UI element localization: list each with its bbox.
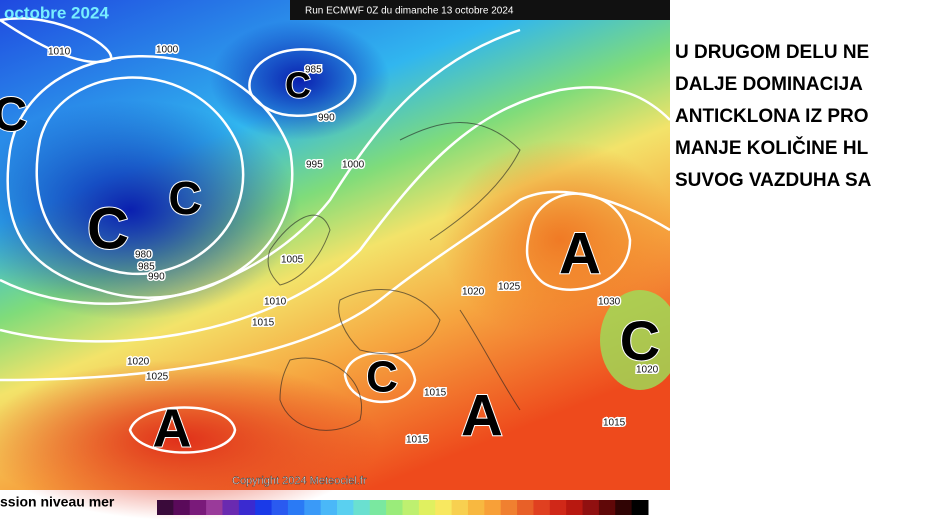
isobar-label: 980 (135, 250, 152, 261)
isobars (0, 17, 670, 454)
isobar-label: 1015 (252, 318, 275, 329)
pressure-system: C (285, 65, 311, 106)
pressure-system: C (0, 89, 27, 142)
isobar-label: 1000 (342, 160, 365, 171)
colorbar (157, 500, 649, 515)
pressure-system: C (620, 309, 660, 372)
pressure-system: A (461, 383, 503, 448)
low-area (0, 100, 300, 320)
colorbar-cell (287, 500, 305, 515)
colorbar-cell (582, 500, 600, 515)
colorbar-cell (467, 500, 485, 515)
colorbar-cell (402, 500, 420, 515)
coastlines (267, 122, 521, 431)
caption-line: SUVOG VAZDUHA SA (675, 170, 872, 191)
pressure-system: C (168, 172, 201, 224)
pressure-system: C (366, 353, 398, 402)
map-title: octobre 2024 (4, 3, 109, 22)
colorbar-cell (271, 500, 289, 515)
isobar-label: 1015 (424, 388, 447, 399)
isobar-label: 1005 (281, 255, 304, 266)
high-area (440, 140, 670, 340)
isobar-label: 990 (318, 113, 335, 124)
isobar-label: 1025 (146, 372, 169, 383)
colorbar-cell (484, 500, 502, 515)
pressure-system: A (153, 398, 192, 458)
header-bar (290, 0, 670, 20)
isobar-label: 985 (138, 262, 155, 273)
isobar-label: 990 (148, 272, 165, 283)
legend-label: ssion niveau mer (0, 494, 115, 510)
isobar-label: 1015 (406, 435, 429, 446)
caption-line: DALJE DOMINACIJA (675, 74, 863, 95)
high-area (0, 360, 380, 520)
isobar-label: 1000 (156, 45, 179, 56)
colorbar-cell (255, 500, 273, 515)
colorbar-cell (304, 500, 322, 515)
colorbar-cell (435, 500, 453, 515)
colorbar-cell (206, 500, 223, 515)
isobar-label: 1015 (603, 418, 626, 429)
pressure-system: A (559, 221, 601, 286)
weather-map: octobre 2024 Run ECMWF 0Z du dimanche 13… (0, 0, 670, 520)
colorbar-cell (353, 500, 371, 515)
colorbar-cell (386, 500, 403, 515)
colorbar-cell (320, 500, 338, 515)
colorbar-cell (369, 500, 387, 515)
colorbar-cell (615, 500, 633, 515)
colorbar-cell (451, 500, 469, 515)
pressure-system: C (87, 196, 129, 261)
isobar-label: 1020 (127, 357, 150, 368)
isobar-label: 1020 (636, 365, 659, 376)
low-area (210, 20, 390, 140)
colorbar-cell (549, 500, 567, 515)
isobar-label: 1030 (598, 297, 621, 308)
colorbar-cell (189, 500, 207, 515)
low-area (600, 290, 670, 390)
caption-line: U DRUGOM DELU NE (675, 42, 870, 63)
isobar-label: 995 (306, 160, 323, 171)
colorbar-cell (418, 500, 436, 515)
isobar-label: 1010 (264, 297, 287, 308)
colorbar-cell (500, 500, 518, 515)
colorbar-cell (173, 500, 191, 515)
isobar-label: 1020 (462, 287, 485, 298)
colorbar-cell (631, 500, 649, 515)
run-label: Run ECMWF 0Z du dimanche 13 octobre 2024 (305, 6, 514, 17)
caption-line: ANTICKLONA IZ PRO (675, 106, 869, 127)
colorbar-cell (222, 500, 240, 515)
colorbar-cell (598, 500, 616, 515)
colorbar-cell (238, 500, 256, 515)
isobar-label: 1010 (48, 47, 71, 58)
isobar-label: 985 (305, 65, 322, 76)
copyright: Copyright 2024 Meteociel.fr (232, 475, 367, 487)
colorbar-cell (566, 500, 584, 515)
colorbar-cell (533, 500, 551, 515)
colorbar-cell (337, 500, 354, 515)
caption-line: MANJE KOLIČINE HL (675, 138, 869, 159)
isobar-label: 1025 (498, 282, 521, 293)
colorbar-cell (517, 500, 534, 515)
colorbar-cell (157, 500, 174, 515)
